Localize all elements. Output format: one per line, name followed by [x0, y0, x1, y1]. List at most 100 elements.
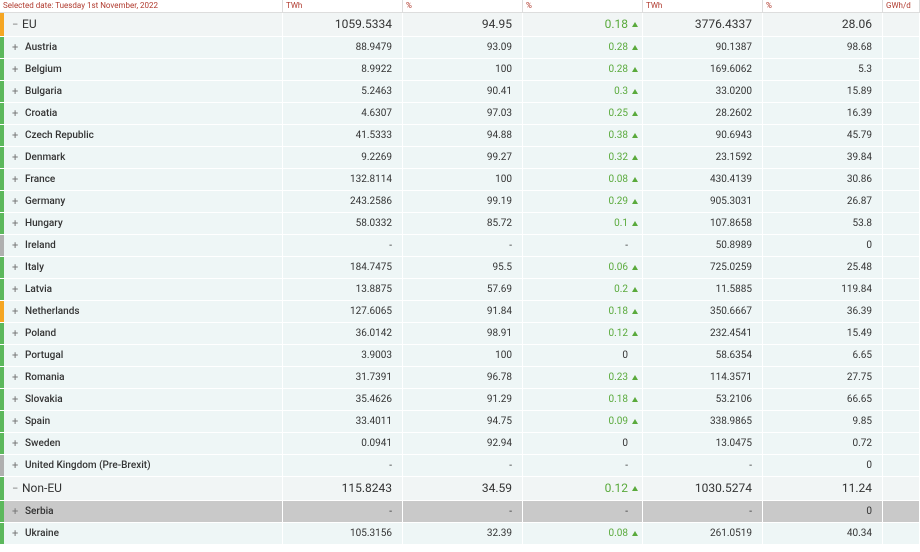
expand-icon[interactable]: + — [12, 129, 19, 142]
name-cell[interactable]: + Bulgaria — [0, 81, 283, 103]
value-cell: 15.49 — [763, 323, 883, 345]
expand-icon[interactable]: + — [12, 327, 19, 340]
expand-icon[interactable]: + — [12, 505, 19, 518]
header-unit: GWh/d — [883, 0, 920, 13]
value-cell: 13.8875 — [283, 279, 403, 301]
expand-icon[interactable]: + — [12, 437, 19, 450]
value-cell: 36.0142 — [283, 323, 403, 345]
change-cell: 0.18 — [523, 13, 643, 37]
spacer-cell — [883, 345, 920, 367]
row-name: Latvia — [25, 284, 53, 295]
name-cell[interactable]: + United Kingdom (Pre-Brexit) — [0, 455, 283, 477]
value-cell: 41.5333 — [283, 125, 403, 147]
change-cell: 0.2 — [523, 279, 643, 301]
expand-icon[interactable]: + — [12, 527, 19, 540]
expand-icon[interactable]: − — [12, 18, 19, 31]
status-bar — [0, 279, 4, 300]
value-cell: 95.5 — [403, 257, 523, 279]
value-cell: 5.3 — [763, 59, 883, 81]
expand-icon[interactable]: − — [12, 482, 19, 495]
status-bar — [0, 81, 4, 102]
value-cell: 725.0259 — [643, 257, 763, 279]
expand-icon[interactable]: + — [12, 85, 19, 98]
name-cell[interactable]: + Poland — [0, 323, 283, 345]
value-cell: 97.03 — [403, 103, 523, 125]
value-cell: 92.94 — [403, 433, 523, 455]
name-cell[interactable]: + Belgium — [0, 59, 283, 81]
expand-icon[interactable]: + — [12, 349, 19, 362]
row-name: Ukraine — [25, 528, 59, 539]
value-cell: 85.72 — [403, 213, 523, 235]
value-cell: 98.68 — [763, 37, 883, 59]
expand-icon[interactable]: + — [12, 305, 19, 318]
name-cell[interactable]: − EU — [0, 13, 283, 37]
status-bar — [0, 191, 4, 212]
row-name: Belgium — [25, 64, 62, 75]
name-cell[interactable]: + France — [0, 169, 283, 191]
expand-icon[interactable]: + — [12, 371, 19, 384]
name-cell[interactable]: + Slovakia — [0, 389, 283, 411]
name-cell[interactable]: − Non-EU — [0, 477, 283, 501]
status-bar — [0, 367, 4, 388]
value-cell: 27.75 — [763, 367, 883, 389]
trend-arrow — [632, 418, 638, 424]
trend-arrow — [632, 132, 638, 138]
expand-icon[interactable]: + — [12, 261, 19, 274]
value-cell: 243.2586 — [283, 191, 403, 213]
name-cell[interactable]: + Portugal — [0, 345, 283, 367]
value-cell: 23.1592 — [643, 147, 763, 169]
spacer-cell — [883, 81, 920, 103]
header-unit: % — [523, 0, 643, 13]
name-cell[interactable]: + Austria — [0, 37, 283, 59]
name-cell[interactable]: + Ireland — [0, 235, 283, 257]
value-cell: 232.4541 — [643, 323, 763, 345]
value-cell: 13.0475 — [643, 433, 763, 455]
row-name: Non-EU — [22, 481, 62, 495]
value-cell: 33.0200 — [643, 81, 763, 103]
expand-icon[interactable]: + — [12, 239, 19, 252]
change-cell: 0.12 — [523, 477, 643, 501]
name-cell[interactable]: + Latvia — [0, 279, 283, 301]
expand-icon[interactable]: + — [12, 459, 19, 472]
value-cell: 9.85 — [763, 411, 883, 433]
value-cell: 16.39 — [763, 103, 883, 125]
status-bar — [0, 147, 4, 168]
spacer-cell — [883, 323, 920, 345]
expand-icon[interactable]: + — [12, 393, 19, 406]
expand-icon[interactable]: + — [12, 41, 19, 54]
value-cell: 132.8114 — [283, 169, 403, 191]
name-cell[interactable]: + Hungary — [0, 213, 283, 235]
name-cell[interactable]: + Spain — [0, 411, 283, 433]
value-cell: 100 — [403, 345, 523, 367]
expand-icon[interactable]: + — [12, 63, 19, 76]
expand-icon[interactable]: + — [12, 151, 19, 164]
change-cell: 0.1 — [523, 213, 643, 235]
expand-icon[interactable]: + — [12, 415, 19, 428]
value-cell: 4.6307 — [283, 103, 403, 125]
header-unit: % — [403, 0, 523, 13]
expand-icon[interactable]: + — [12, 283, 19, 296]
spacer-cell — [883, 301, 920, 323]
value-cell: 184.7475 — [283, 257, 403, 279]
change-cell: 0.28 — [523, 59, 643, 81]
value-cell: 36.39 — [763, 301, 883, 323]
expand-icon[interactable]: + — [12, 107, 19, 120]
name-cell[interactable]: + Serbia — [0, 501, 283, 523]
value-cell: 91.84 — [403, 301, 523, 323]
expand-icon[interactable]: + — [12, 195, 19, 208]
name-cell[interactable]: + Ukraine — [0, 523, 283, 545]
name-cell[interactable]: + Italy — [0, 257, 283, 279]
expand-icon[interactable]: + — [12, 217, 19, 230]
name-cell[interactable]: + Sweden — [0, 433, 283, 455]
name-cell[interactable]: + Croatia — [0, 103, 283, 125]
trend-arrow — [632, 330, 638, 336]
value-cell: 94.88 — [403, 125, 523, 147]
value-cell: 34.59 — [403, 477, 523, 501]
name-cell[interactable]: + Netherlands — [0, 301, 283, 323]
expand-icon[interactable]: + — [12, 173, 19, 186]
value-cell: 6.65 — [763, 345, 883, 367]
name-cell[interactable]: + Romania — [0, 367, 283, 389]
name-cell[interactable]: + Denmark — [0, 147, 283, 169]
name-cell[interactable]: + Czech Republic — [0, 125, 283, 147]
name-cell[interactable]: + Germany — [0, 191, 283, 213]
